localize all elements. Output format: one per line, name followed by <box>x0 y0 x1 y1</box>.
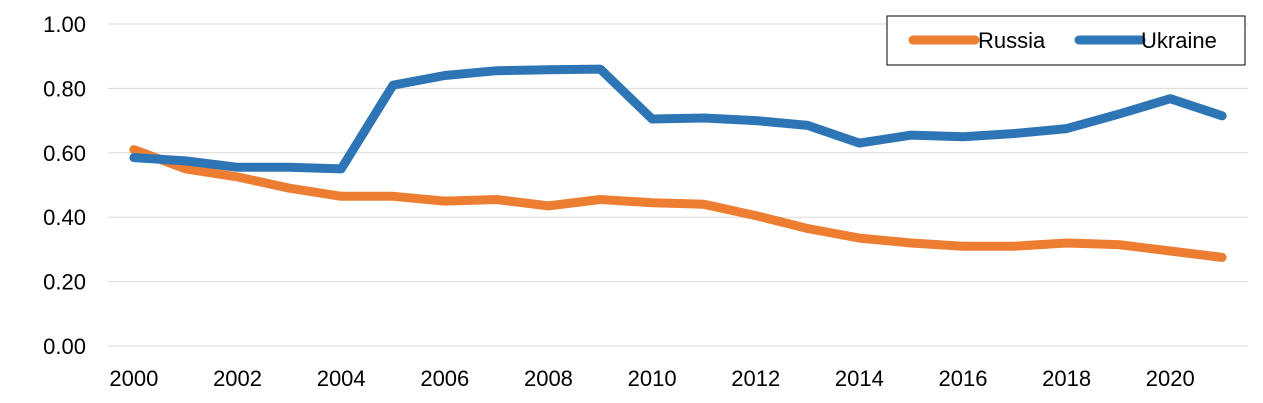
y-axis-tick-labels: 0.00 0.20 0.40 0.60 0.80 1.00 <box>43 12 86 359</box>
x-tick-label: 2016 <box>939 366 988 391</box>
x-tick-label: 2006 <box>420 366 469 391</box>
series-lines <box>129 64 1227 262</box>
legend: Russia Ukraine <box>886 15 1246 66</box>
y-tick-label: 0.20 <box>43 270 86 295</box>
y-tick-label: 1.00 <box>43 12 86 37</box>
x-tick-label: 2018 <box>1042 366 1091 391</box>
legend-label-ukraine: Ukraine <box>1141 28 1217 53</box>
x-tick-label: 2004 <box>317 366 366 391</box>
x-tick-label: 2002 <box>213 366 262 391</box>
y-tick-label: 0.80 <box>43 76 86 101</box>
legend-label-russia: Russia <box>978 28 1046 53</box>
series-line-ukraine <box>129 64 1227 174</box>
x-tick-label: 2010 <box>628 366 677 391</box>
y-tick-label: 0.40 <box>43 205 86 230</box>
y-tick-label: 0.00 <box>43 334 86 359</box>
gridlines <box>108 23 1248 283</box>
legend-box <box>886 15 1246 66</box>
series-line-russia <box>129 145 1227 262</box>
x-tick-label: 2014 <box>835 366 884 391</box>
y-tick-label: 0.60 <box>43 141 86 166</box>
x-tick-label: 2000 <box>109 366 158 391</box>
x-tick-label: 2008 <box>524 366 573 391</box>
x-tick-label: 2012 <box>731 366 780 391</box>
x-tick-label: 2020 <box>1146 366 1195 391</box>
x-axis-tick-labels: 2000 2002 2004 2006 2008 2010 2012 2014 2016 2018… <box>109 366 1194 391</box>
